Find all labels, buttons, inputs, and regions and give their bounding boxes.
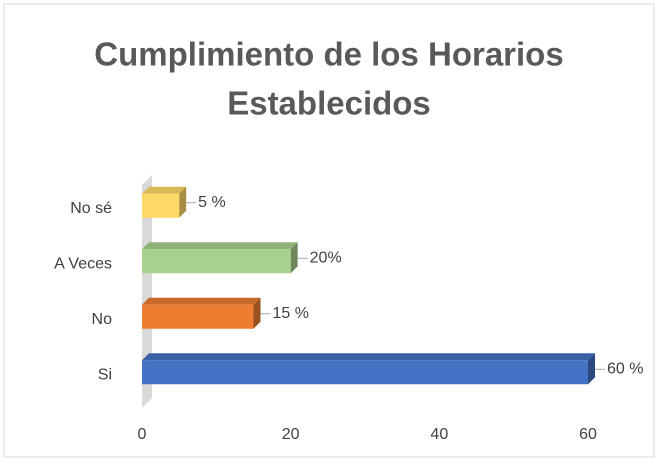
x-tick-label: 0 bbox=[138, 426, 147, 443]
x-tick-label: 20 bbox=[282, 426, 300, 443]
value-label: 5 % bbox=[198, 194, 226, 211]
x-tick-label: 60 bbox=[579, 426, 597, 443]
bar bbox=[142, 360, 588, 385]
bar-top bbox=[142, 186, 187, 194]
bar-top bbox=[142, 353, 595, 361]
bar-top bbox=[142, 242, 298, 250]
y-tick-label: No bbox=[92, 311, 113, 328]
bar-top bbox=[142, 297, 261, 305]
value-label: 60 % bbox=[607, 360, 643, 377]
bar bbox=[142, 304, 254, 329]
bar-side bbox=[290, 242, 298, 274]
bar bbox=[142, 193, 180, 218]
bar-side bbox=[253, 297, 261, 329]
chart-title: Cumplimiento de los Horarios bbox=[94, 36, 563, 73]
y-tick-label: No sé bbox=[70, 200, 112, 217]
chart-title: Establecidos bbox=[227, 85, 431, 122]
value-label: 20% bbox=[310, 249, 342, 266]
bar bbox=[142, 249, 291, 274]
bar-side bbox=[179, 186, 187, 218]
x-tick-label: 40 bbox=[430, 426, 448, 443]
axis-wall bbox=[142, 175, 152, 408]
bar-side bbox=[588, 353, 595, 385]
value-label: 15 % bbox=[273, 305, 309, 322]
y-tick-label: A Veces bbox=[54, 255, 112, 272]
y-tick-label: Si bbox=[98, 366, 112, 383]
